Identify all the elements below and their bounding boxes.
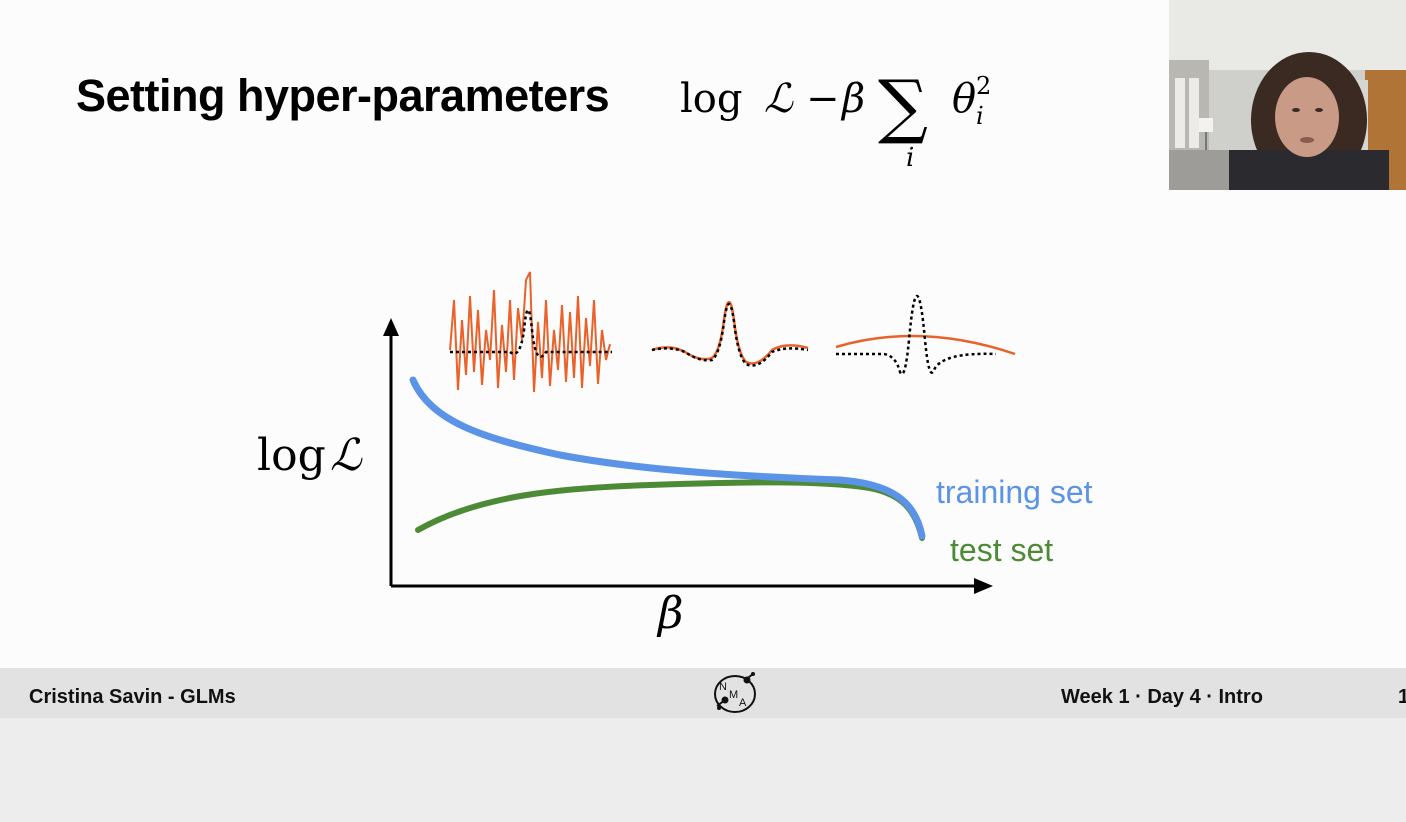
formula-exponent: 2 [976,72,991,100]
formula-likelihood: ℒ [764,76,794,122]
loglikelihood-vs-beta-plot: log ℒ β training set test set [257,271,1093,639]
x-axis-label: β [656,588,683,639]
underfit-fit-line [835,334,1016,356]
formula-subscript: i [976,102,984,130]
regularized-likelihood-formula: log ℒ − β ∑ θ 2 i i [680,65,991,173]
footer-session-info: Week 1 · Day 4 · Intro [1061,686,1263,708]
formula-beta: β [840,76,865,122]
underfit-true-filter [836,294,997,375]
y-axis-arrowhead [383,318,399,336]
presenter-webcam-video [1169,0,1406,190]
nma-logo: N M A [714,672,756,713]
formula-theta: θ [952,76,976,122]
overfit-fit-line [449,271,611,393]
good-fit-line [651,300,809,365]
overfit-filter-inset [449,271,612,393]
x-axis-arrowhead [974,578,993,594]
nma-logo-letter-n: N [719,681,727,693]
y-axis-label-log: log [257,430,326,481]
nma-logo-letter-m: M [729,689,738,701]
training-set-curve [409,376,926,540]
good-fit-filter-inset [651,300,809,367]
good-fit-true-filter [651,302,809,367]
test-set-label: test set [950,532,1053,568]
slide-title: Setting hyper-parameters [76,70,610,121]
formula-sum-index: i [906,143,914,173]
y-axis-label-L: ℒ [330,430,363,481]
overfit-true-filter [450,308,612,358]
slide-page-number: 1 [1398,686,1406,708]
training-set-label: training set [936,474,1093,510]
formula-minus: − [806,76,840,122]
formula-sum: ∑ [878,65,928,147]
nma-logo-letter-a: A [739,697,747,709]
formula-log: log [680,76,742,122]
underfit-filter-inset [835,294,1016,375]
player-background-bar [0,718,1406,822]
test-set-curve [415,479,925,541]
footer-bar: Cristina Savin - GLMs Week 1 · Day 4 · I… [0,668,1406,718]
footer-presenter-title: Cristina Savin - GLMs [29,686,236,708]
